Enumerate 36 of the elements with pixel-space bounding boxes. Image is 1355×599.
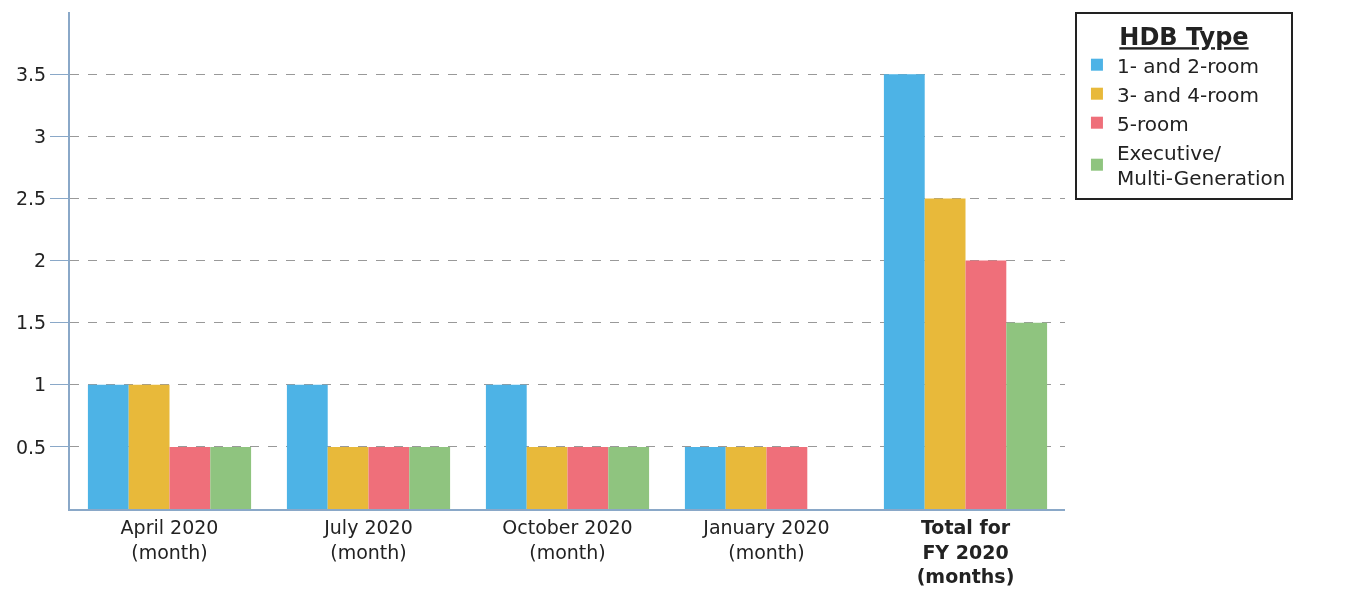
y-tick-label: 1.5 <box>15 311 47 334</box>
bar <box>169 446 211 509</box>
x-tick-label: July 2020 (month) <box>323 515 413 563</box>
legend-label: 3- and 4-room <box>1116 82 1259 107</box>
bar <box>210 446 252 509</box>
bar <box>725 446 767 509</box>
y-tick-label: 3.5 <box>15 62 47 85</box>
legend-label: Executive/ Multi-Generation <box>1116 140 1286 191</box>
legend-title: HDB Type <box>1119 23 1249 52</box>
bar <box>526 446 568 509</box>
x-tick-label: October 2020 (month) <box>502 515 633 563</box>
bar <box>368 446 410 509</box>
y-tick-label: 2.5 <box>15 187 47 210</box>
legend-label: 5-room <box>1116 111 1189 136</box>
x-tick-label: Total for FY 2020 (months) <box>916 515 1015 588</box>
bar <box>409 446 451 509</box>
bar <box>684 446 726 509</box>
y-tick-label: 1 <box>34 373 47 396</box>
x-tick-label: January 2020 (month) <box>702 515 830 563</box>
bar <box>87 384 129 509</box>
x-tick-label: April 2020 (month) <box>120 515 219 563</box>
y-tick-label: 2 <box>34 249 47 272</box>
y-tick-label: 3 <box>34 124 47 147</box>
bar <box>883 74 925 509</box>
bar <box>128 384 170 509</box>
bar <box>485 384 527 509</box>
bar <box>1006 322 1048 509</box>
bar <box>608 446 650 509</box>
bar <box>766 446 808 509</box>
legend-label: 1- and 2-room <box>1116 53 1259 78</box>
bar <box>924 198 966 509</box>
bar <box>286 384 328 509</box>
bar <box>567 446 609 509</box>
bar <box>327 446 369 509</box>
bar <box>965 260 1007 509</box>
y-tick-label: 0.5 <box>15 435 47 458</box>
